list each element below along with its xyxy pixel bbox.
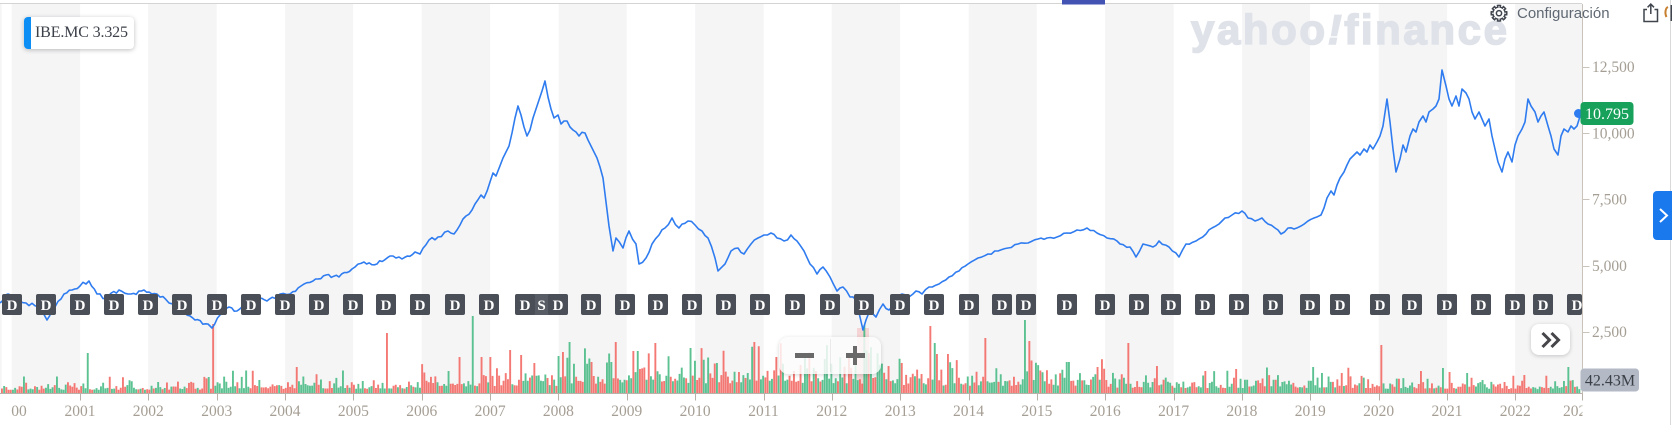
svg-text:12,500: 12,500 xyxy=(1592,59,1635,76)
svg-text:2013: 2013 xyxy=(885,403,916,420)
svg-text:2021: 2021 xyxy=(1432,403,1463,420)
svg-text:D: D xyxy=(653,298,664,314)
svg-text:2011: 2011 xyxy=(748,403,778,420)
svg-text:D: D xyxy=(964,298,975,314)
svg-text:D: D xyxy=(895,298,906,314)
svg-text:D: D xyxy=(212,298,223,314)
svg-text:D: D xyxy=(450,298,461,314)
svg-text:D: D xyxy=(177,298,188,314)
svg-text:D: D xyxy=(1134,298,1145,314)
svg-text:D: D xyxy=(1407,298,1418,314)
svg-text:2003: 2003 xyxy=(201,403,232,420)
svg-text:D: D xyxy=(348,298,359,314)
svg-text:D: D xyxy=(1538,298,1549,314)
svg-text:D: D xyxy=(520,298,531,314)
svg-text:D: D xyxy=(1234,298,1245,314)
svg-text:D: D xyxy=(1442,298,1453,314)
svg-text:D: D xyxy=(553,298,564,314)
svg-text:D: D xyxy=(415,298,426,314)
svg-text:D: D xyxy=(1572,298,1583,314)
svg-text:D: D xyxy=(1476,298,1487,314)
svg-text:42.43M: 42.43M xyxy=(1585,373,1635,390)
svg-text:2022: 2022 xyxy=(1500,403,1531,420)
svg-text:2007: 2007 xyxy=(475,403,506,420)
svg-text:2006: 2006 xyxy=(406,403,437,420)
svg-text:2009: 2009 xyxy=(611,403,642,420)
svg-text:D: D xyxy=(381,298,392,314)
svg-text:D: D xyxy=(721,298,732,314)
svg-text:2018: 2018 xyxy=(1226,403,1257,420)
svg-text:2010: 2010 xyxy=(680,403,711,420)
svg-text:2014: 2014 xyxy=(953,403,984,420)
svg-text:D: D xyxy=(825,298,836,314)
svg-text:2015: 2015 xyxy=(1021,403,1052,420)
svg-text:D: D xyxy=(246,298,257,314)
svg-text:D: D xyxy=(314,298,325,314)
svg-text:7,500: 7,500 xyxy=(1592,192,1627,209)
svg-text:D: D xyxy=(1021,298,1032,314)
svg-text:5,000: 5,000 xyxy=(1592,258,1627,275)
svg-text:D: D xyxy=(1100,298,1111,314)
svg-text:2,500: 2,500 xyxy=(1592,324,1627,341)
svg-text:D: D xyxy=(41,298,52,314)
svg-text:D: D xyxy=(687,298,698,314)
svg-text:D: D xyxy=(929,298,940,314)
svg-text:D: D xyxy=(586,298,597,314)
svg-text:2019: 2019 xyxy=(1295,403,1326,420)
svg-text:2005: 2005 xyxy=(338,403,369,420)
svg-text:2012: 2012 xyxy=(816,403,847,420)
svg-text:D: D xyxy=(484,298,495,314)
svg-text:D: D xyxy=(1305,298,1316,314)
svg-text:D: D xyxy=(109,298,120,314)
svg-text:10,000: 10,000 xyxy=(1592,125,1635,142)
svg-text:D: D xyxy=(1200,298,1211,314)
svg-text:2008: 2008 xyxy=(543,403,574,420)
svg-text:D: D xyxy=(7,298,18,314)
svg-text:D: D xyxy=(1375,298,1386,314)
svg-text:D: D xyxy=(280,298,291,314)
svg-text:00: 00 xyxy=(11,403,27,420)
svg-text:D: D xyxy=(1268,298,1279,314)
svg-text:D: D xyxy=(1166,298,1177,314)
svg-text:2017: 2017 xyxy=(1158,403,1189,420)
svg-text:2001: 2001 xyxy=(65,403,96,420)
svg-text:D: D xyxy=(1510,298,1521,314)
svg-text:2016: 2016 xyxy=(1090,403,1121,420)
svg-text:2020: 2020 xyxy=(1363,403,1394,420)
svg-text:2002: 2002 xyxy=(133,403,164,420)
svg-text:D: D xyxy=(997,298,1008,314)
svg-text:10.795: 10.795 xyxy=(1585,106,1629,123)
svg-text:D: D xyxy=(143,298,154,314)
svg-text:D: D xyxy=(755,298,766,314)
svg-text:D: D xyxy=(75,298,86,314)
svg-text:D: D xyxy=(859,298,870,314)
svg-text:S: S xyxy=(537,298,545,314)
svg-text:202: 202 xyxy=(1563,403,1586,420)
svg-text:D: D xyxy=(620,298,631,314)
svg-text:D: D xyxy=(1335,298,1346,314)
svg-text:D: D xyxy=(1062,298,1073,314)
svg-text:2004: 2004 xyxy=(270,403,301,420)
svg-text:D: D xyxy=(790,298,801,314)
